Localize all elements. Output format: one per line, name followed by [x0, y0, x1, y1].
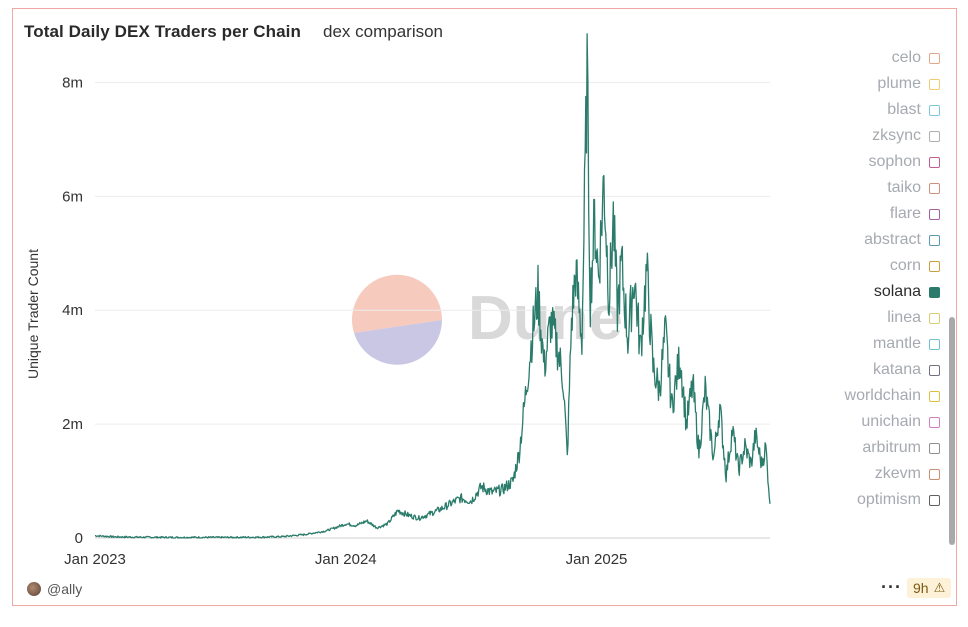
- legend-swatch: [929, 104, 940, 116]
- legend-label: zkevm: [874, 465, 921, 482]
- y-tick-label: 8m: [62, 74, 83, 91]
- legend-label: worldchain: [844, 387, 921, 404]
- legend-item-katana[interactable]: katana: [803, 357, 943, 383]
- legend-swatch: [929, 416, 940, 428]
- legend-item-zksync[interactable]: zksync: [803, 123, 943, 149]
- watermark-logo-top: [352, 274, 443, 333]
- legend-swatch: [929, 208, 940, 220]
- age-text: 9h: [913, 580, 929, 596]
- legend-label: linea: [887, 309, 921, 326]
- legend-label: corn: [889, 257, 921, 274]
- legend-item-arbitrum[interactable]: arbitrum: [803, 435, 943, 461]
- legend-item-linea[interactable]: linea: [803, 305, 943, 331]
- legend-item-flare[interactable]: flare: [803, 201, 943, 227]
- legend-swatch: [929, 130, 940, 142]
- legend-swatch: [929, 286, 940, 298]
- legend-item-zkevm[interactable]: zkevm: [803, 461, 943, 487]
- watermark-logo-bottom: [354, 320, 442, 365]
- legend-label: plume: [877, 75, 921, 92]
- chart-card: Total Daily DEX Traders per Chain dex co…: [12, 8, 957, 606]
- y-tick-label: 2m: [62, 416, 83, 433]
- y-tick-label: 4m: [62, 302, 83, 319]
- series-line-solana[interactable]: [95, 33, 771, 539]
- dune-watermark: Dune: [352, 274, 623, 365]
- legend-swatch: [929, 52, 940, 64]
- legend-label: optimism: [856, 491, 921, 508]
- legend-item-worldchain[interactable]: worldchain: [803, 383, 943, 409]
- legend-item-blast[interactable]: blast: [803, 97, 943, 123]
- legend-label: taiko: [887, 179, 921, 196]
- watermark-text: Dune: [468, 284, 623, 353]
- legend: celo plume blast zksync sophon taiko flare abst…: [803, 45, 943, 513]
- x-tick-label: Jan 2023: [64, 551, 126, 568]
- author[interactable]: @ally: [27, 581, 82, 597]
- legend-item-sophon[interactable]: sophon: [803, 149, 943, 175]
- legend-item-mantle[interactable]: mantle: [803, 331, 943, 357]
- legend-swatch: [929, 312, 940, 324]
- legend-label: abstract: [864, 231, 921, 248]
- legend-swatch: [929, 390, 940, 402]
- more-options-button[interactable]: ···: [881, 577, 902, 597]
- legend-swatch: [929, 260, 940, 272]
- legend-label: arbitrum: [862, 439, 921, 456]
- chart-title: Total Daily DEX Traders per Chain: [24, 22, 301, 41]
- chart-subtitle: dex comparison: [323, 22, 444, 41]
- legend-swatch: [929, 78, 940, 90]
- legend-item-optimism[interactable]: optimism: [803, 487, 943, 513]
- x-tick-label: Jan 2024: [315, 551, 377, 568]
- legend-swatch: [929, 156, 940, 168]
- avatar: [27, 582, 41, 596]
- legend-label: solana: [873, 283, 921, 300]
- legend-label: flare: [889, 205, 921, 222]
- y-tick-label: 0: [75, 530, 83, 547]
- legend-swatch: [929, 442, 940, 454]
- x-tick-label: Jan 2025: [566, 551, 628, 568]
- y-tick-label: 6m: [62, 188, 83, 205]
- legend-swatch: [929, 182, 940, 194]
- legend-label: blast: [887, 101, 921, 118]
- legend-item-celo[interactable]: celo: [803, 45, 943, 71]
- warning-icon: ⚠: [933, 580, 946, 595]
- legend-item-taiko[interactable]: taiko: [803, 175, 943, 201]
- legend-swatch: [929, 494, 940, 506]
- legend-item-abstract[interactable]: abstract: [803, 227, 943, 253]
- legend-label: celo: [891, 49, 921, 66]
- legend-label: mantle: [872, 335, 921, 352]
- legend-label: sophon: [868, 153, 922, 170]
- legend-item-unichain[interactable]: unichain: [803, 409, 943, 435]
- author-handle: @ally: [47, 581, 83, 597]
- legend-label: katana: [872, 361, 921, 378]
- y-axis-label: Unique Trader Count: [25, 249, 41, 379]
- legend-swatch: [929, 338, 940, 350]
- legend-swatch: [929, 468, 940, 480]
- legend-item-corn[interactable]: corn: [803, 253, 943, 279]
- legend-item-solana[interactable]: solana: [803, 279, 943, 305]
- age-badge[interactable]: 9h ⚠: [907, 578, 952, 598]
- legend-item-plume[interactable]: plume: [803, 71, 943, 97]
- legend-label: zksync: [872, 127, 921, 144]
- legend-label: unichain: [861, 413, 921, 430]
- legend-swatch: [929, 364, 940, 376]
- legend-scrollbar[interactable]: [949, 317, 955, 545]
- legend-swatch: [929, 234, 940, 246]
